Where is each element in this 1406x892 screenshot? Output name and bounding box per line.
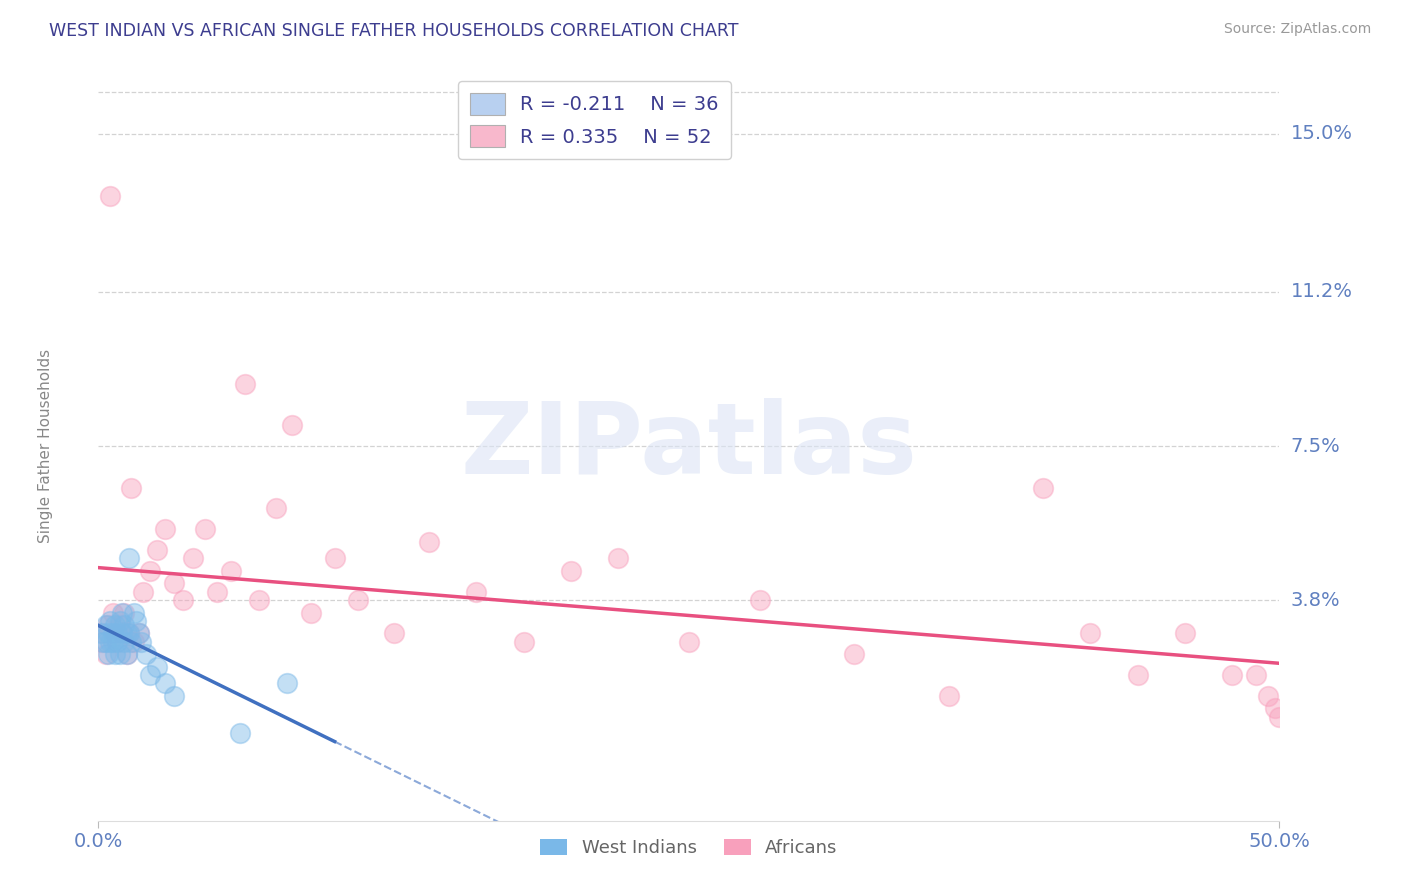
Point (512, 634, 534, 648)
Point (101, 634, 124, 648)
Point (115, 647, 138, 661)
Text: 15.0%: 15.0% (1291, 124, 1353, 144)
Point (108, 618, 131, 632)
Point (122, 634, 145, 648)
Point (163, 576, 186, 591)
Point (1126, 668, 1149, 682)
Point (607, 551, 630, 566)
Point (146, 659, 169, 673)
Text: 3.8%: 3.8% (1291, 591, 1340, 609)
Point (104, 647, 127, 661)
Point (1257, 689, 1279, 703)
Point (1268, 709, 1291, 723)
Point (264, 501, 287, 516)
Point (98, 614, 121, 628)
Point (118, 626, 141, 640)
Point (153, 676, 176, 690)
Point (108, 647, 131, 661)
Point (153, 522, 176, 536)
Point (112, 618, 135, 632)
Point (347, 593, 370, 607)
Point (112, 634, 135, 648)
Point (1080, 626, 1102, 640)
Point (111, 626, 134, 640)
Point (181, 551, 204, 566)
Point (281, 418, 304, 433)
Point (94, 647, 117, 661)
Point (97, 647, 120, 661)
Point (1244, 668, 1267, 682)
Point (219, 564, 242, 578)
Point (844, 647, 866, 661)
Point (104, 626, 127, 640)
Point (299, 606, 322, 620)
Point (1220, 668, 1243, 682)
Point (139, 668, 162, 682)
Point (560, 564, 582, 578)
Point (205, 584, 228, 599)
Point (465, 584, 488, 599)
Point (1264, 701, 1286, 715)
Point (104, 618, 127, 632)
Point (98, 189, 121, 203)
Point (247, 593, 270, 607)
Point (194, 522, 217, 536)
Point (163, 689, 186, 703)
Point (323, 551, 346, 566)
Text: WEST INDIAN VS AFRICAN SINGLE FATHER HOUSEHOLDS CORRELATION CHART: WEST INDIAN VS AFRICAN SINGLE FATHER HOU… (49, 22, 738, 40)
Point (118, 626, 141, 640)
Point (105, 634, 128, 648)
Point (91, 634, 114, 648)
Point (111, 626, 134, 640)
Text: 7.5%: 7.5% (1291, 436, 1340, 456)
Point (418, 534, 440, 549)
Point (678, 634, 700, 648)
Point (146, 543, 169, 558)
Point (121, 634, 143, 648)
Point (139, 564, 162, 578)
Point (108, 614, 131, 628)
Point (98, 634, 121, 648)
Point (101, 626, 124, 640)
Point (115, 626, 138, 640)
Point (97, 618, 120, 632)
Point (132, 584, 155, 599)
Legend: West Indians, Africans: West Indians, Africans (533, 831, 845, 864)
Point (90, 626, 112, 640)
Point (125, 614, 148, 628)
Point (105, 634, 128, 648)
Point (112, 606, 135, 620)
Point (105, 626, 128, 640)
Point (135, 647, 157, 661)
Point (97, 626, 120, 640)
Point (748, 593, 770, 607)
Point (128, 626, 150, 640)
Point (938, 689, 960, 703)
Point (118, 551, 141, 566)
Point (382, 626, 405, 640)
Point (94, 618, 117, 632)
Point (122, 606, 145, 620)
Point (94, 634, 117, 648)
Point (121, 481, 143, 495)
Point (233, 376, 256, 391)
Point (91, 626, 114, 640)
Point (129, 634, 152, 648)
Point (172, 593, 194, 607)
Text: ZIPatlas: ZIPatlas (461, 398, 917, 494)
Point (128, 626, 150, 640)
Point (90, 634, 112, 648)
Text: Single Father Households: Single Father Households (38, 349, 53, 543)
Point (101, 606, 124, 620)
Point (276, 676, 298, 690)
Text: Source: ZipAtlas.com: Source: ZipAtlas.com (1223, 22, 1371, 37)
Point (229, 726, 252, 740)
Point (111, 606, 134, 620)
Point (115, 647, 138, 661)
Point (1032, 481, 1054, 495)
Point (1174, 626, 1197, 640)
Text: 11.2%: 11.2% (1291, 283, 1353, 301)
